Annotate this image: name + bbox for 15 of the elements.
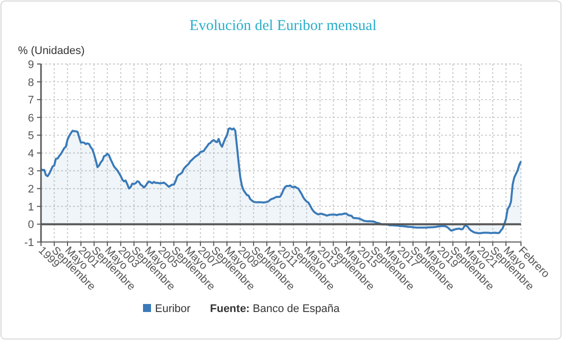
y-tick-label: 9 bbox=[28, 59, 34, 71]
y-tick-label: 3 bbox=[28, 166, 34, 178]
y-tick-label: 1 bbox=[28, 201, 34, 214]
y-tick-label: 7 bbox=[28, 94, 34, 107]
y-tick-label: 8 bbox=[28, 76, 34, 89]
y-tick-label: 6 bbox=[28, 112, 34, 124]
y-tick-label: -1 bbox=[24, 237, 34, 249]
source-note: Fuente: Banco de España bbox=[210, 303, 341, 315]
legend-label: Euribor bbox=[155, 303, 191, 315]
y-axis-title: % (Unidades) bbox=[18, 45, 85, 57]
y-tick-label: 0 bbox=[28, 219, 34, 232]
y-tick-label: 2 bbox=[28, 184, 34, 196]
y-tick-label: 5 bbox=[28, 130, 34, 142]
y-tick-label: 4 bbox=[28, 148, 34, 160]
chart-title: Evolución del Euribor mensual bbox=[189, 18, 377, 34]
